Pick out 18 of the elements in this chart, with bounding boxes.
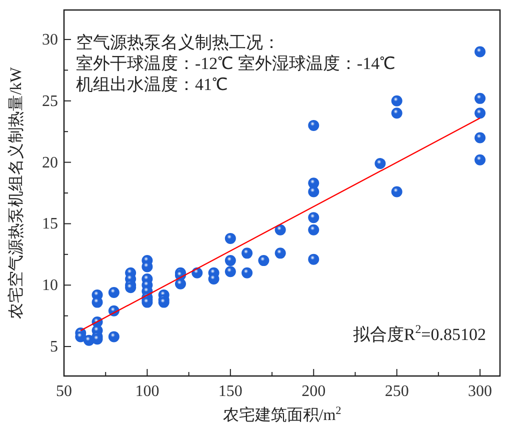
annotation: 空气源热泵名义制热工况： — [76, 33, 280, 52]
annotation: 室外干球温度：-12℃ 室外湿球温度：-14℃ — [76, 54, 396, 73]
annotation: 拟合度R$^{2}$=0.85102 — [352, 322, 486, 344]
x-axis-title: 农宅建筑面积/m$^{2}$ — [222, 405, 342, 424]
y-tick-label: 15 — [42, 216, 58, 233]
x-tick-label: 200 — [302, 383, 326, 400]
y-tick-label: 25 — [42, 92, 58, 110]
y-tick-label: 30 — [42, 31, 58, 48]
y-tick-label: 20 — [42, 154, 58, 172]
y-tick-label: 10 — [42, 277, 58, 294]
y-axis-title: 农宅空气源热泵机组名义制热量/kW — [7, 66, 25, 319]
x-tick-label: 250 — [384, 383, 409, 400]
x-tick-label: 100 — [135, 383, 160, 400]
annotation: 机组出水温度：41℃ — [76, 75, 228, 94]
y-tick-label: 5 — [50, 338, 58, 356]
x-tick-label: 50 — [56, 383, 72, 400]
x-tick-label: 300 — [468, 383, 492, 400]
x-tick-label: 150 — [218, 383, 242, 400]
